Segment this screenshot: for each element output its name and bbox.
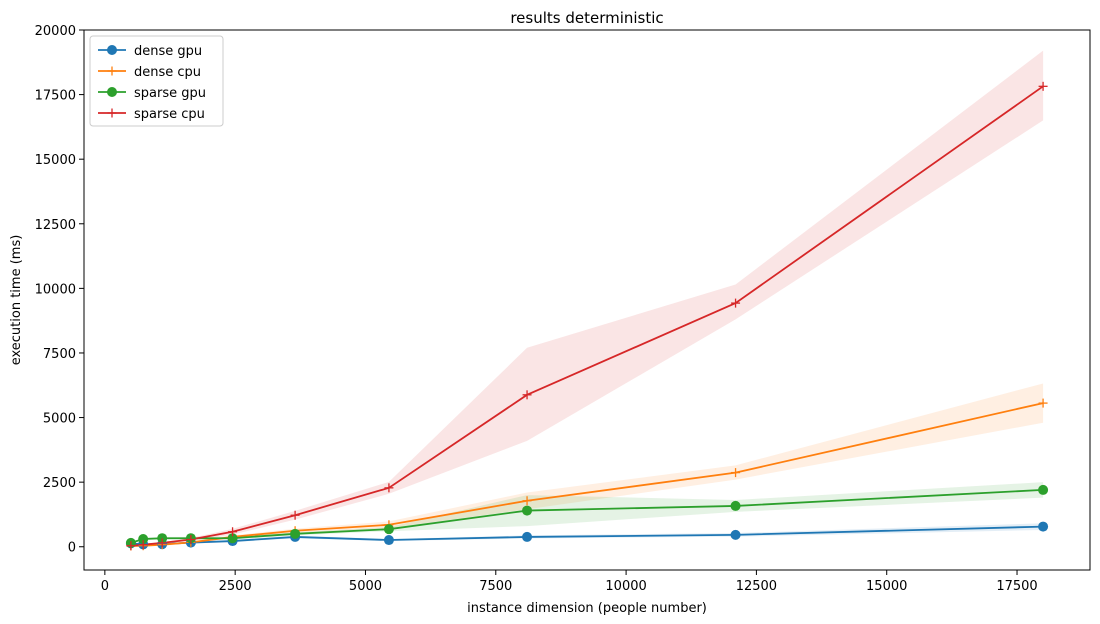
x-tick-label: 15000	[866, 579, 907, 594]
legend-label: sparse cpu	[134, 107, 205, 122]
dense-cpu-point	[1038, 398, 1048, 408]
sparse-cpu-line	[130, 85, 1044, 547]
dense-cpu-point	[522, 496, 532, 506]
y-tick-label: 7500	[43, 347, 76, 362]
dense-cpu-point	[731, 468, 741, 478]
sparse-cpu-point	[157, 538, 167, 548]
sparse-cpu-point	[290, 510, 300, 520]
chart-title: results deterministic	[510, 9, 663, 27]
sparse-gpu-point	[730, 500, 741, 511]
sparse-cpu-point	[228, 527, 238, 537]
y-tick-label: 0	[68, 541, 76, 556]
sparse-cpu-point	[384, 483, 394, 493]
sparse-gpu-point	[138, 533, 149, 544]
y-tick-label: 17500	[35, 89, 76, 104]
x-tick-label: 0	[101, 579, 109, 594]
legend-entry-dense-cpu: dense cpu	[98, 65, 201, 80]
y-tick-label: 5000	[43, 412, 76, 427]
x-axis-label: instance dimension (people number)	[467, 601, 707, 616]
dense-gpu-point	[383, 535, 394, 546]
plot-area-frame	[83, 29, 1091, 571]
sparse-gpu-band	[130, 482, 1044, 544]
sparse-gpu-point	[290, 528, 301, 539]
sparse-cpu-point	[186, 535, 196, 545]
sparse-gpu-point	[157, 533, 168, 544]
legend-label: dense gpu	[134, 44, 202, 59]
sparse-gpu-point	[383, 524, 394, 535]
sparse-gpu-point	[522, 505, 533, 516]
sparse-gpu-point	[1038, 484, 1049, 495]
y-tick-label: 10000	[35, 282, 76, 297]
confidence-bands	[130, 50, 1044, 547]
x-tick-label: 2500	[219, 579, 252, 594]
sparse-cpu-band	[130, 50, 1044, 546]
y-tick-label: 2500	[43, 476, 76, 491]
sparse-cpu-point	[138, 540, 148, 550]
y-axis-ticks: 0 2500 5000 7500 10000 12500 15000 17500 20000	[35, 24, 84, 556]
x-tick-label: 7500	[479, 579, 512, 594]
series-lines	[130, 85, 1044, 547]
dense-cpu-line	[130, 402, 1044, 547]
y-tick-label: 15000	[35, 153, 76, 168]
legend: dense gpu dense cpu sparse gpu sparse cpu	[89, 35, 224, 127]
legend-entry-sparse-cpu: sparse cpu	[98, 107, 205, 122]
series-markers	[125, 81, 1049, 551]
legend-entry-dense-gpu: dense gpu	[98, 44, 202, 59]
sparse-cpu-point	[731, 298, 741, 308]
legend-entry-sparse-gpu: sparse gpu	[98, 86, 206, 101]
legend-label: sparse gpu	[134, 86, 206, 101]
legend-box	[89, 35, 224, 127]
x-tick-label: 5000	[349, 579, 382, 594]
x-tick-label: 10000	[605, 579, 646, 594]
dense-gpu-point	[1038, 521, 1049, 532]
legend-label: dense cpu	[134, 65, 201, 80]
y-tick-label: 12500	[35, 218, 76, 233]
y-axis-label: execution time (ms)	[9, 235, 24, 366]
sparse-gpu-line	[130, 489, 1044, 544]
x-tick-label: 17500	[996, 579, 1037, 594]
x-tick-label: 12500	[736, 579, 777, 594]
x-axis-ticks: 0 2500 5000 7500 10000 12500 15000 17500	[101, 570, 1038, 594]
sparse-gpu-point	[227, 533, 238, 544]
dense-gpu-point	[730, 529, 741, 540]
dense-gpu-point	[522, 531, 533, 542]
sparse-cpu-point	[126, 541, 136, 551]
y-tick-label: 20000	[35, 24, 76, 39]
sparse-cpu-point	[522, 390, 532, 400]
sparse-cpu-point	[1038, 81, 1048, 91]
